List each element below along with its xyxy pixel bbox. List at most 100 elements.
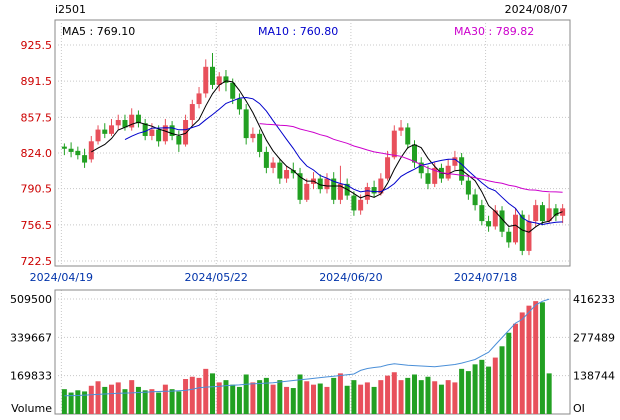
volume-bar bbox=[364, 382, 370, 414]
candle-body bbox=[210, 66, 215, 85]
volume-bar bbox=[142, 390, 148, 414]
volume-bar bbox=[432, 381, 438, 414]
candle-body bbox=[297, 173, 303, 200]
candle-body bbox=[546, 208, 552, 222]
oi-axis-title: OI bbox=[573, 402, 585, 415]
candle-body bbox=[176, 135, 182, 145]
candle-body bbox=[506, 231, 512, 243]
volume-bar bbox=[472, 364, 478, 414]
candle-body bbox=[243, 109, 249, 139]
volume-bar bbox=[88, 385, 94, 414]
candle-body bbox=[162, 125, 168, 142]
volume-bar bbox=[445, 380, 451, 414]
candle-body bbox=[432, 167, 438, 184]
price-tick-label: 925.5 bbox=[21, 39, 53, 52]
candle-body bbox=[351, 195, 357, 211]
oi-tick-label: 138744 bbox=[573, 370, 615, 383]
candle-body bbox=[68, 148, 74, 152]
candle-body bbox=[513, 214, 518, 243]
candle-body bbox=[324, 178, 330, 190]
volume-bar bbox=[102, 386, 108, 414]
ma30-legend: MA30 : 789.82 bbox=[454, 25, 534, 38]
candle-body bbox=[519, 214, 525, 251]
volume-bar bbox=[465, 371, 471, 414]
date-tick-label: 2024/04/19 bbox=[30, 271, 93, 284]
candle-body bbox=[122, 120, 128, 128]
volume-tick-label: 339667 bbox=[10, 331, 52, 344]
volume-bar bbox=[277, 380, 283, 414]
volume-bar bbox=[61, 389, 67, 414]
volume-bar bbox=[223, 380, 229, 414]
volume-bar bbox=[385, 375, 391, 414]
candle-body bbox=[290, 170, 296, 174]
symbol-label: i2501 bbox=[55, 3, 86, 16]
volume-bar bbox=[169, 389, 175, 414]
volume-bar bbox=[398, 380, 404, 414]
candle-body bbox=[425, 173, 431, 184]
candle-body bbox=[317, 178, 323, 190]
volume-bar bbox=[378, 380, 384, 414]
volume-bar bbox=[156, 392, 162, 414]
candle-body bbox=[412, 144, 417, 163]
candle-body bbox=[385, 157, 391, 179]
volume-bar bbox=[539, 302, 545, 414]
volume-bar bbox=[162, 384, 168, 414]
volume-axis-title: Volume bbox=[11, 402, 52, 415]
volume-bar bbox=[216, 382, 222, 414]
volume-bar bbox=[546, 373, 552, 414]
candle-body bbox=[75, 150, 81, 156]
volume-bar bbox=[486, 366, 492, 414]
candle-body bbox=[95, 129, 101, 142]
volume-bar bbox=[203, 368, 209, 414]
candle-body bbox=[284, 170, 290, 179]
candle-body bbox=[465, 180, 471, 195]
candle-body bbox=[102, 129, 108, 134]
candle-body bbox=[189, 104, 195, 121]
volume-bar bbox=[196, 377, 202, 414]
candle-body bbox=[371, 187, 377, 194]
candle-body bbox=[526, 221, 532, 251]
volume-bar bbox=[236, 386, 242, 414]
candle-body bbox=[196, 93, 202, 105]
volume-bar bbox=[506, 332, 512, 414]
volume-bar bbox=[95, 381, 101, 414]
volume-bar bbox=[68, 392, 74, 414]
candle-body bbox=[398, 127, 404, 131]
volume-bar bbox=[257, 380, 263, 414]
volume-bar bbox=[290, 388, 296, 414]
candle-body bbox=[270, 162, 276, 168]
volume-bar bbox=[499, 346, 505, 414]
oi-tick-label: 416233 bbox=[573, 293, 615, 306]
oi-tick-label: 277489 bbox=[573, 331, 615, 344]
price-tick-label: 824.0 bbox=[21, 147, 53, 160]
candle-body bbox=[405, 127, 411, 145]
volume-bar bbox=[324, 386, 330, 414]
candle-body bbox=[230, 82, 236, 99]
volume-bar bbox=[438, 384, 444, 414]
candle-body bbox=[391, 130, 397, 158]
date-tick-label: 2024/05/22 bbox=[185, 271, 248, 284]
candle-body bbox=[472, 194, 478, 206]
ma30-line bbox=[259, 123, 563, 193]
candle-body bbox=[115, 120, 121, 126]
volume-bar bbox=[459, 368, 465, 414]
price-tick-label: 756.5 bbox=[21, 219, 53, 232]
volume-bar bbox=[358, 384, 364, 414]
volume-bar bbox=[250, 382, 256, 414]
volume-bar bbox=[189, 376, 195, 414]
candle-body bbox=[553, 208, 559, 216]
volume-bar bbox=[492, 357, 498, 414]
volume-bar bbox=[304, 381, 310, 414]
volume-tick-label: 509500 bbox=[10, 293, 52, 306]
candle-body bbox=[331, 178, 337, 200]
volume-bar bbox=[533, 301, 539, 414]
volume-bar bbox=[82, 391, 88, 414]
volume-bar bbox=[513, 323, 518, 414]
candle-body bbox=[304, 183, 310, 200]
candle-body bbox=[452, 157, 458, 166]
candle-body bbox=[61, 146, 67, 149]
volume-bar bbox=[149, 389, 155, 414]
volume-bar bbox=[129, 380, 135, 414]
